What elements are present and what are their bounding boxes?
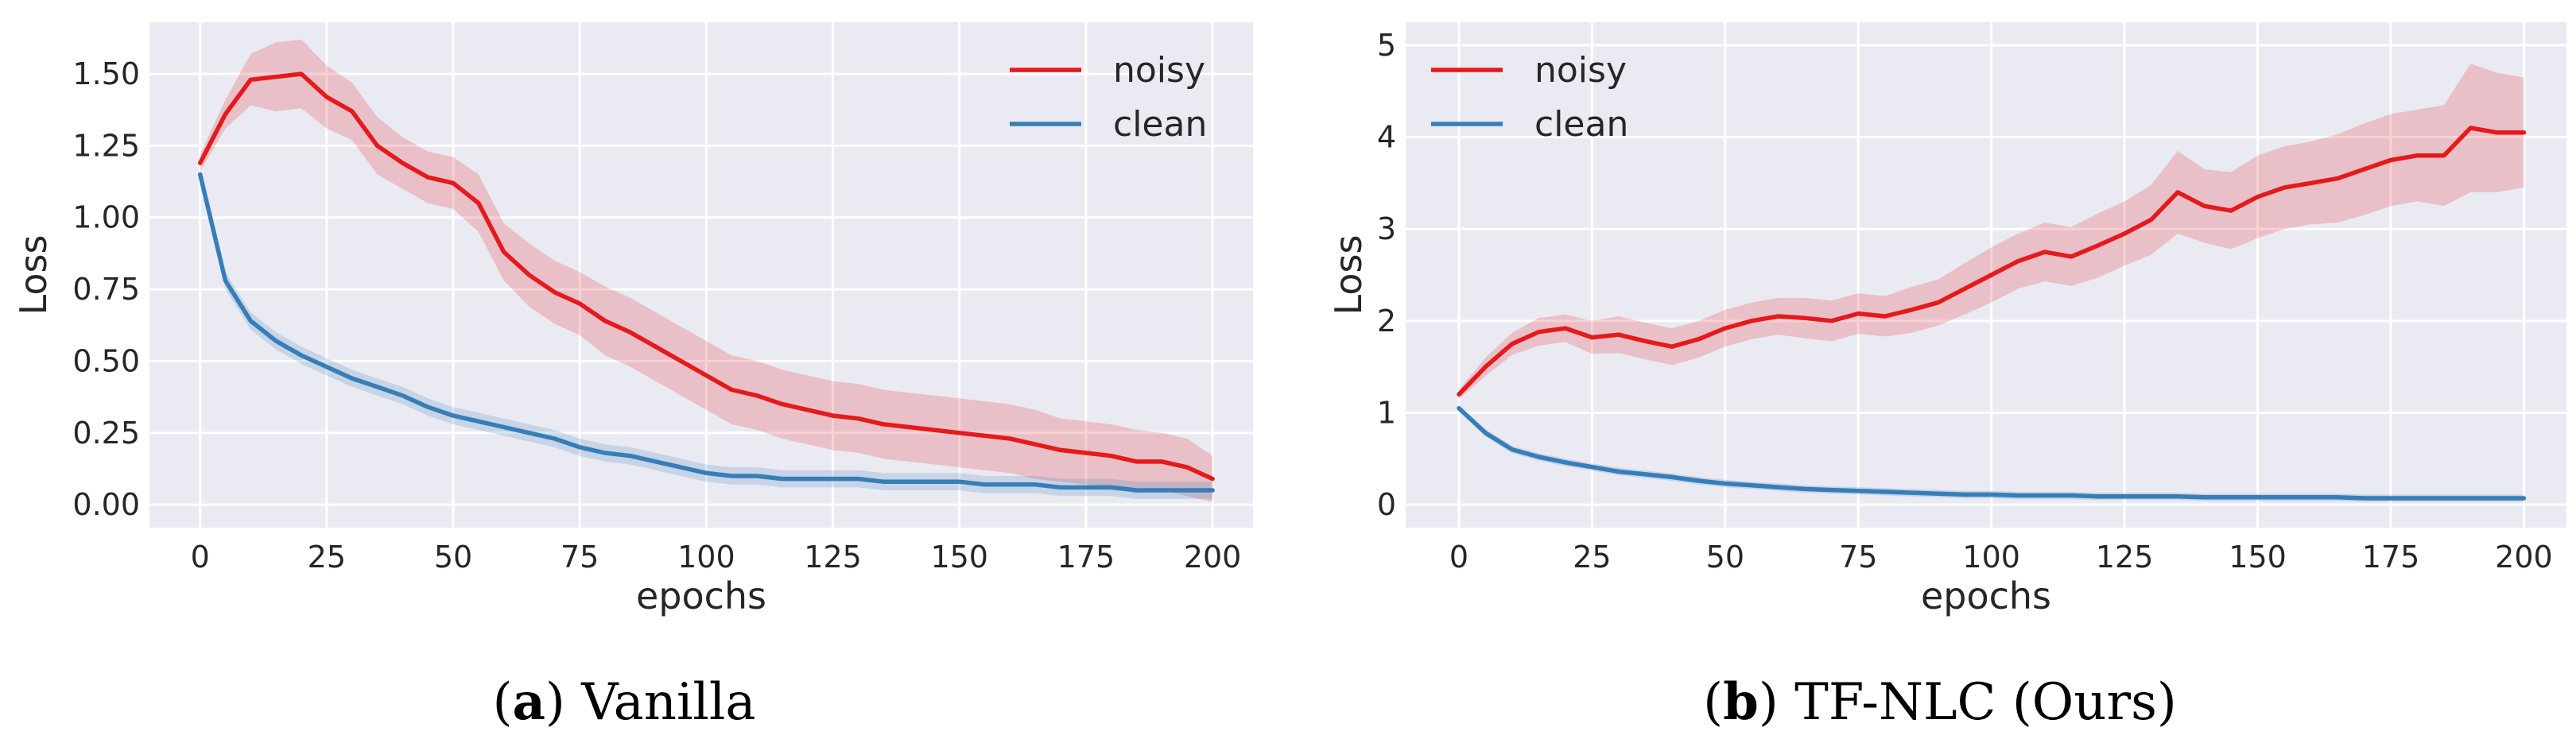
chart-panel-tf-nlc: 0 25 50 75 100 125 150 175 200 0 1 2 3 4 5 epochs Los… [1327, 22, 2566, 732]
series-lines [197, 72, 1215, 493]
x-tick-label: 75 [1839, 540, 1877, 575]
legend-label: noisy [1113, 50, 1205, 91]
x-tick-label: 25 [308, 540, 346, 575]
y-tick-labels: 0 1 2 3 4 5 [1377, 28, 1396, 522]
y-axis-label: Loss [12, 235, 55, 315]
x-tick-label: 200 [1184, 540, 1242, 575]
y-tick-label: 0.25 [72, 416, 140, 451]
x-tick-label: 0 [191, 540, 210, 575]
clean-line [197, 172, 1215, 493]
caption-paren-open: ( [492, 673, 512, 732]
noisy-line [197, 72, 1215, 482]
x-axis-label: epochs [636, 575, 766, 617]
y-tick-label: 1.25 [72, 128, 140, 163]
caption-paren-open: ( [1703, 673, 1723, 732]
legend: noisy clean [1010, 50, 1207, 145]
x-tick-label: 25 [1573, 540, 1611, 575]
subfigure-caption: (b) TF-NLC (Ours) [1703, 672, 2177, 732]
clean-line [1457, 405, 2527, 501]
x-tick-label: 150 [2229, 540, 2287, 575]
x-tick-label: 100 [677, 540, 735, 575]
caption-paren-close: ) [1759, 673, 1794, 732]
x-tick-label: 175 [2362, 540, 2420, 575]
legend-label: noisy [1534, 50, 1627, 91]
y-tick-label: 0.00 [72, 487, 140, 522]
y-axis-label: Loss [1327, 235, 1370, 315]
x-tick-label: 0 [1449, 540, 1468, 575]
chart-panel-vanilla: 0 25 50 75 100 125 150 175 200 0.00 0.25 0.50 0.75 1… [12, 22, 1253, 732]
legend-label: clean [1113, 104, 1207, 145]
noisy-line [1457, 126, 2527, 397]
confidence-bands [1459, 64, 2524, 502]
x-tick-label: 125 [2096, 540, 2154, 575]
x-tick-label: 150 [930, 540, 988, 575]
x-tick-labels: 0 25 50 75 100 125 150 175 200 [191, 540, 1242, 575]
plot-area [1406, 22, 2566, 528]
y-tick-label: 0 [1377, 487, 1396, 522]
y-tick-label: 0.75 [72, 272, 140, 307]
x-tick-label: 125 [804, 540, 862, 575]
noisy-confidence-band [1459, 64, 2524, 400]
x-tick-label: 200 [2495, 540, 2553, 575]
caption-text: Vanilla [580, 673, 755, 732]
y-tick-label: 3 [1377, 211, 1396, 246]
y-tick-label: 4 [1377, 120, 1396, 155]
x-tick-labels: 0 25 50 75 100 125 150 175 200 [1449, 540, 2553, 575]
plot-area [149, 22, 1253, 528]
caption-paren-close: ) [545, 673, 581, 732]
x-tick-label: 50 [434, 540, 472, 575]
y-tick-label: 1 [1377, 395, 1396, 430]
legend-label: clean [1534, 104, 1628, 145]
y-tick-labels: 0.00 0.25 0.50 0.75 1.00 1.25 1.50 [72, 56, 140, 522]
subfigure-caption: (a) Vanilla [492, 672, 755, 732]
y-tick-label: 2 [1377, 304, 1396, 339]
caption-text: TF-NLC (Ours) [1794, 673, 2177, 732]
y-tick-label: 1.50 [72, 56, 140, 91]
caption-letter: b [1723, 672, 1759, 732]
legend: noisy clean [1431, 50, 1628, 145]
x-axis-label: epochs [1921, 575, 2051, 617]
grid-lines [149, 22, 1253, 528]
x-tick-label: 175 [1057, 540, 1115, 575]
y-tick-label: 5 [1377, 28, 1396, 63]
x-tick-label: 75 [561, 540, 599, 575]
y-tick-label: 1.00 [72, 200, 140, 235]
series-lines [1457, 126, 2527, 501]
y-tick-label: 0.50 [72, 343, 140, 378]
x-tick-label: 50 [1706, 540, 1744, 575]
x-tick-label: 100 [1962, 540, 2020, 575]
caption-letter: a [512, 672, 545, 732]
